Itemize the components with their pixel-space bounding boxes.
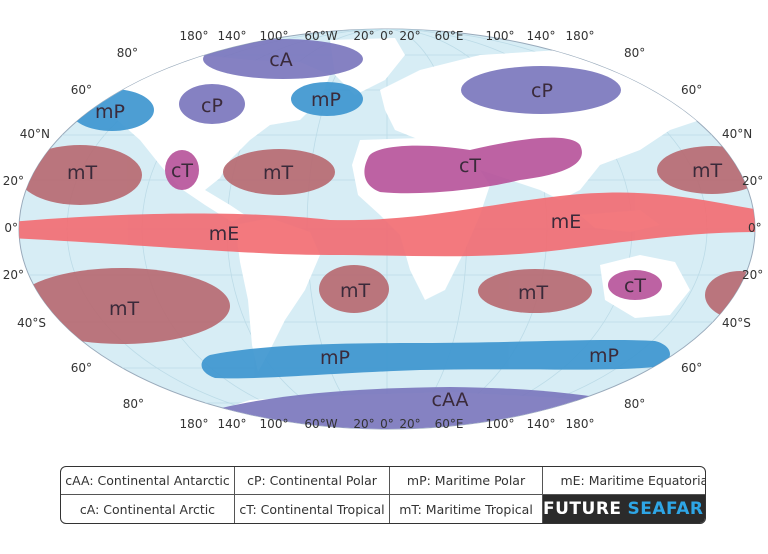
legend-cp: cP: Continental Polar [235, 467, 390, 495]
label-mp-pacific-n: mP [95, 101, 125, 123]
lon-bottom: 60°W [304, 417, 337, 431]
label-mp-southern-e: mP [589, 345, 619, 367]
lon-bottom: 180° [180, 417, 209, 431]
ct-north-america-mass [165, 150, 199, 190]
lat-right: 20° [742, 174, 763, 188]
lat-right: 20° [742, 268, 763, 282]
lon-top: 140° [218, 29, 247, 43]
brand-part2: SEAFARER [627, 499, 705, 519]
lat-right: 40°N [722, 127, 752, 141]
lat-left: 40°N [20, 127, 50, 141]
cp-asia-mass [461, 66, 621, 114]
label-mt-pacific-n-east: mT [692, 160, 723, 182]
lat-left: 80° [123, 397, 144, 411]
future-seafarer-logo: FUTURE SEAFARER [543, 495, 705, 523]
lat-left: 80° [117, 46, 138, 60]
brand-part1: FUTURE [543, 499, 622, 519]
mt-atlantic-s-mass [319, 265, 389, 313]
label-mt-atlantic-n: mT [263, 162, 294, 184]
lon-bottom: 60°E [435, 417, 464, 431]
south-america [235, 218, 320, 372]
ca-mass [203, 39, 363, 79]
lon-top: 180° [566, 29, 595, 43]
lon-top: 20° [353, 29, 374, 43]
lat-left: 60° [71, 361, 92, 375]
legend-ct: cT: Continental Tropical [235, 495, 390, 523]
air-masses [19, 39, 755, 429]
lon-bottom: 100° [260, 417, 289, 431]
legend-caa: cAA: Continental Antarctic [61, 467, 235, 495]
lon-bottom: 180° [566, 417, 595, 431]
label-ct-north-america: cT [171, 160, 193, 182]
me-band [19, 192, 755, 257]
ct-africa-asia-mass [364, 137, 582, 194]
label-mt-pacific-s: mT [109, 298, 140, 320]
top-longitude-labels: 180° 140° 100° 60°W 20° 0° 20° 60°E 100°… [180, 29, 595, 43]
legend-mt: mT: Maritime Tropical [390, 495, 543, 523]
mt-pacific-n-mass [19, 145, 142, 205]
lat-left: 60° [71, 83, 92, 97]
mt-pacific-s-mass [19, 268, 230, 344]
lat-left: 0° [4, 221, 18, 235]
world-air-masses-map: cA cP cP mP mP cT cT cT mT mT mT mE mE m… [3, 28, 763, 431]
lon-bottom: 100° [486, 417, 515, 431]
label-ct-africa-asia: cT [459, 155, 481, 177]
label-cp-asia: cP [531, 80, 553, 102]
right-latitude-labels: 80° 60° 40°N 20° 0° 20° 40°S 60° 80° [624, 46, 763, 411]
lon-bottom: 20° [399, 417, 420, 431]
lon-bottom: 140° [527, 417, 556, 431]
legend-ca: cA: Continental Arctic [61, 495, 235, 523]
lon-bottom: 0° [380, 417, 394, 431]
legend-me: mE: Maritime Equatorial [543, 467, 705, 495]
lon-top: 180° [180, 29, 209, 43]
lon-top: 60°E [435, 29, 464, 43]
cp-north-america-mass [179, 84, 245, 124]
label-mp-southern-w: mP [320, 347, 350, 369]
mt-indian-s-mass [478, 269, 592, 313]
lon-top: 0° [380, 29, 394, 43]
lon-bottom: 140° [218, 417, 247, 431]
mp-southern-mass [201, 340, 671, 379]
lat-left: 20° [3, 268, 24, 282]
lat-left: 40°S [17, 316, 46, 330]
lon-bottom: 20° [353, 417, 374, 431]
legend: cAA: Continental Antarctic cP: Continent… [60, 466, 706, 524]
lat-right: 60° [681, 83, 702, 97]
lon-top: 100° [486, 29, 515, 43]
lat-right: 80° [624, 46, 645, 60]
lat-right: 40°S [722, 316, 751, 330]
label-me-east: mE [551, 211, 582, 233]
lon-top: 60°W [304, 29, 337, 43]
label-mt-atlantic-s: mT [340, 280, 371, 302]
bottom-longitude-labels: 180° 140° 100° 60°W 20° 0° 20° 60°E 100°… [180, 417, 595, 431]
air-mass-labels: cA cP cP mP mP cT cT cT mT mT mT mE mE m… [67, 49, 723, 411]
lat-right: 0° [748, 221, 762, 235]
label-ct-australia: cT [624, 275, 646, 297]
lon-top: 20° [399, 29, 420, 43]
label-cp-north-america: cP [201, 95, 223, 117]
mt-atlantic-n-mass [223, 149, 335, 195]
label-me-west: mE [209, 223, 240, 245]
label-mt-pacific-n: mT [67, 162, 98, 184]
label-ca: cA [269, 49, 292, 71]
lon-top: 100° [260, 29, 289, 43]
lon-top: 140° [527, 29, 556, 43]
left-latitude-labels: 80° 60° 40°N 20° 0° 20° 40°S 60° 80° [3, 46, 144, 411]
mp-atlantic-n-mass [291, 82, 363, 116]
lat-left: 20° [3, 174, 24, 188]
lat-right: 60° [681, 361, 702, 375]
legend-mp: mP: Maritime Polar [390, 467, 543, 495]
ct-australia-mass [608, 270, 662, 300]
label-caa: cAA [432, 389, 469, 411]
label-mp-atlantic-n: mP [311, 89, 341, 111]
lat-right: 80° [624, 397, 645, 411]
label-mt-indian-s: mT [518, 282, 549, 304]
